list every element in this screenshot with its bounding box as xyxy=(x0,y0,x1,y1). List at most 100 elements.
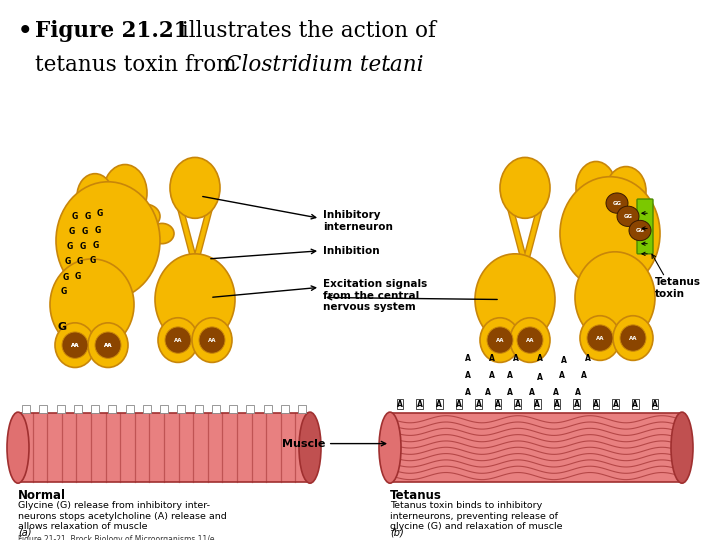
Text: AA: AA xyxy=(71,343,79,348)
Text: A: A xyxy=(613,400,618,409)
Text: G: G xyxy=(63,273,69,282)
Ellipse shape xyxy=(487,327,513,353)
Ellipse shape xyxy=(617,206,639,226)
Ellipse shape xyxy=(56,182,160,300)
Text: A: A xyxy=(561,356,567,365)
Ellipse shape xyxy=(575,252,655,343)
Ellipse shape xyxy=(199,327,225,353)
Bar xyxy=(125,405,133,413)
Ellipse shape xyxy=(580,316,620,360)
Text: A: A xyxy=(485,388,491,397)
Text: A: A xyxy=(495,400,501,409)
Text: •: • xyxy=(18,20,32,43)
Text: A: A xyxy=(537,354,543,363)
Text: A: A xyxy=(397,400,403,409)
Text: (b): (b) xyxy=(390,528,404,538)
Ellipse shape xyxy=(587,325,613,351)
Text: A: A xyxy=(489,354,495,363)
Bar xyxy=(177,405,185,413)
Text: A: A xyxy=(537,373,543,382)
Text: AA: AA xyxy=(496,338,504,342)
Text: G: G xyxy=(90,256,96,266)
Ellipse shape xyxy=(379,412,401,483)
Bar xyxy=(108,405,116,413)
Ellipse shape xyxy=(165,327,191,353)
Ellipse shape xyxy=(158,318,198,362)
Ellipse shape xyxy=(103,165,147,221)
Ellipse shape xyxy=(299,412,321,483)
Text: Figure 21-21  Brock Biology of Microorganisms 11/e
© 2006 Pearson Prentice Hall,: Figure 21-21 Brock Biology of Microorgan… xyxy=(18,535,215,540)
Ellipse shape xyxy=(155,254,235,345)
Bar xyxy=(56,405,65,413)
Text: GG: GG xyxy=(613,200,621,206)
Bar xyxy=(91,405,99,413)
Text: A: A xyxy=(534,400,540,409)
Ellipse shape xyxy=(88,323,128,368)
Text: Normal: Normal xyxy=(18,489,66,502)
Ellipse shape xyxy=(192,318,232,362)
Text: A: A xyxy=(575,388,581,397)
Bar xyxy=(18,413,310,482)
Text: Muscle: Muscle xyxy=(282,438,386,449)
Text: A: A xyxy=(553,388,559,397)
Text: Inhibitory
interneuron: Inhibitory interneuron xyxy=(323,210,393,232)
Ellipse shape xyxy=(150,224,174,244)
Text: Tetanus toxin binds to inhibitory
interneurons, preventing release of
glycine (G: Tetanus toxin binds to inhibitory intern… xyxy=(390,502,562,531)
Text: G: G xyxy=(95,226,101,235)
Text: AA: AA xyxy=(629,335,637,341)
Text: G: G xyxy=(93,241,99,250)
Text: A: A xyxy=(585,354,591,363)
Text: AA: AA xyxy=(595,335,604,341)
Ellipse shape xyxy=(50,259,134,350)
Ellipse shape xyxy=(480,318,520,362)
Ellipse shape xyxy=(77,174,113,218)
Text: A: A xyxy=(507,388,513,397)
Text: GG: GG xyxy=(636,228,644,233)
Text: A: A xyxy=(456,400,462,409)
Ellipse shape xyxy=(576,161,616,214)
Ellipse shape xyxy=(7,412,29,483)
Text: G: G xyxy=(82,227,88,236)
Text: AA: AA xyxy=(71,343,79,348)
Ellipse shape xyxy=(95,332,121,359)
Text: Glycine (G) release from inhibitory inter-
neurons stops acetylcholine (A) relea: Glycine (G) release from inhibitory inte… xyxy=(18,502,227,531)
Text: A: A xyxy=(581,371,587,380)
Text: A: A xyxy=(574,400,580,409)
Text: A: A xyxy=(559,371,565,380)
Bar xyxy=(298,405,306,413)
Ellipse shape xyxy=(517,327,543,353)
Ellipse shape xyxy=(130,204,160,228)
Text: illustrates the action of: illustrates the action of xyxy=(175,20,436,42)
Bar xyxy=(40,405,48,413)
Ellipse shape xyxy=(170,158,220,218)
Text: A: A xyxy=(465,371,471,380)
Text: Clostridium tetani: Clostridium tetani xyxy=(225,54,423,76)
Bar xyxy=(229,405,237,413)
Text: G: G xyxy=(75,272,81,281)
Text: A: A xyxy=(632,400,639,409)
Text: G: G xyxy=(97,209,103,218)
Ellipse shape xyxy=(606,193,628,213)
Bar xyxy=(160,405,168,413)
Ellipse shape xyxy=(500,158,550,218)
Text: Excitation signals
from the central
nervous system: Excitation signals from the central nerv… xyxy=(323,279,427,313)
Text: A: A xyxy=(417,400,423,409)
Ellipse shape xyxy=(62,332,88,359)
Bar xyxy=(73,405,82,413)
Text: G: G xyxy=(65,258,71,266)
Ellipse shape xyxy=(55,323,95,368)
Bar xyxy=(22,405,30,413)
Bar xyxy=(281,405,289,413)
Text: Figure 21.21: Figure 21.21 xyxy=(35,20,189,42)
Ellipse shape xyxy=(606,166,646,215)
Text: Inhibition: Inhibition xyxy=(323,246,379,256)
Text: Tetanus: Tetanus xyxy=(390,489,442,502)
Text: AA: AA xyxy=(104,343,112,348)
Text: A: A xyxy=(513,354,519,363)
Bar xyxy=(212,405,220,413)
Text: A: A xyxy=(465,354,471,363)
Text: Tetanus
toxin: Tetanus toxin xyxy=(655,277,701,299)
Text: G: G xyxy=(69,227,75,236)
Text: G: G xyxy=(61,287,67,296)
Bar xyxy=(246,405,254,413)
